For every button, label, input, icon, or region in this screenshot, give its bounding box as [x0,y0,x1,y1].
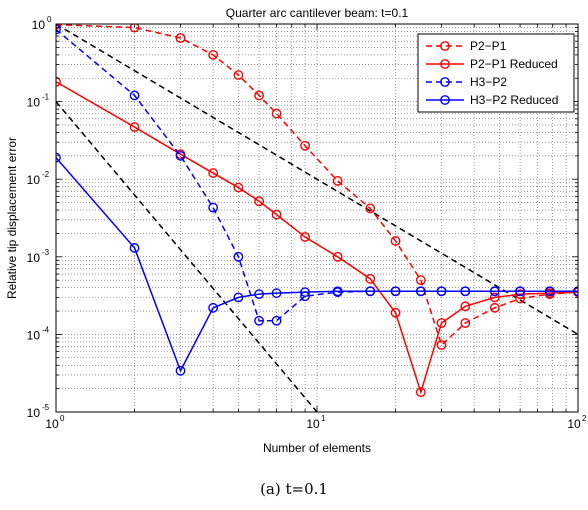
data-point [208,168,219,178]
data-point [332,176,343,186]
legend-label: H3−P2 [470,75,507,89]
x-axis-label: Number of elements [263,441,371,455]
y-tick-label: 10 [27,251,41,265]
legend-marker [440,77,450,87]
y-tick-label-exponent: -4 [42,325,50,334]
legend-box [417,33,575,113]
reference-lines [56,24,578,412]
legend-marker [440,41,450,51]
data-point [233,182,244,193]
data-point [271,108,282,119]
legend: P2−P1 P2−P1 Reduced H3−P2 H3−P2 Reduced [417,33,575,113]
legend-label: P2−P1 [470,39,507,53]
reference-line [56,24,578,336]
data-point [175,365,186,376]
data-point [56,24,61,30]
data-point [208,202,219,213]
y-tick-label: 10 [27,173,41,187]
data-point [300,140,310,151]
data-point [300,232,310,242]
data-point [515,286,525,297]
x-tick-label-exponent: 2 [582,414,587,423]
data-point [254,315,264,326]
x-tick-label: 10 [45,417,59,431]
x-tick-label: 10 [567,417,581,431]
y-tick-label-exponent: -5 [42,403,50,412]
x-tick-label-exponent: 1 [321,414,326,423]
data-point [489,302,500,313]
data-point [436,340,447,350]
data-point [208,302,219,313]
data-point [436,318,447,328]
data-point [233,292,244,303]
y-tick-label: 10 [27,96,41,110]
data-point [56,24,61,35]
data-point [233,251,244,262]
series-line [56,24,578,347]
data-point [56,152,61,163]
data-point [175,33,186,43]
y-axis-label: Relative tip displacement error [5,137,19,299]
data-point [129,243,140,253]
data-point [175,150,186,161]
data-point [365,203,376,214]
data-point [129,122,140,132]
legend-label: H3−P2 Reduced [470,93,558,107]
data-point [254,196,264,207]
chart-title: Quarter arc cantilever beam: t=0.1 [226,6,409,20]
data-point [254,90,264,101]
data-point [489,292,500,303]
y-tick-label: 10 [27,406,41,420]
data-point [332,286,343,297]
data-point [460,301,471,312]
data-point [332,251,343,262]
chart: Quarter arc cantilever beam: t=0.1 Relat… [5,6,587,455]
y-tick-label: 10 [27,328,41,342]
data-point [233,70,244,80]
y-tick-label-exponent: -2 [42,170,50,179]
x-tick-label-exponent: 0 [60,414,65,423]
legend-marker [440,59,450,69]
legend-label: P2−P1 Reduced [470,57,558,71]
y-tick-label-exponent: 0 [47,15,52,24]
data-point [254,289,264,300]
data-point [271,315,282,326]
y-tick-label: 10 [32,18,46,32]
data-point [390,307,401,318]
data-point [390,286,401,297]
data-point [415,286,426,297]
figure-caption: (a) t=0.1 [260,480,328,498]
legend-marker [440,95,450,105]
data-point [460,286,471,297]
reference-line [56,101,318,412]
data-point [544,286,555,297]
data-point [415,387,426,398]
series-0 [56,24,578,350]
data-point [436,286,447,297]
series-1 [56,76,578,398]
data-point [300,287,310,298]
x-tick-label: 10 [306,417,320,431]
data-point [56,76,61,87]
ticks: 10 0 10 1 10 210 -510 -410 -310 -210 -110 0 [27,15,587,431]
data-point [365,286,376,297]
data-point [489,286,500,297]
y-tick-label-exponent: -1 [42,93,50,102]
data-point [129,90,140,101]
data-point [365,273,376,284]
data-point [415,275,426,286]
data-point [460,318,471,328]
data-point [271,209,282,220]
data-point [271,288,282,299]
data-point [129,24,140,33]
data-point [515,289,525,300]
data-point [390,236,401,246]
y-tick-label-exponent: -3 [42,248,50,257]
data-point [208,49,219,60]
